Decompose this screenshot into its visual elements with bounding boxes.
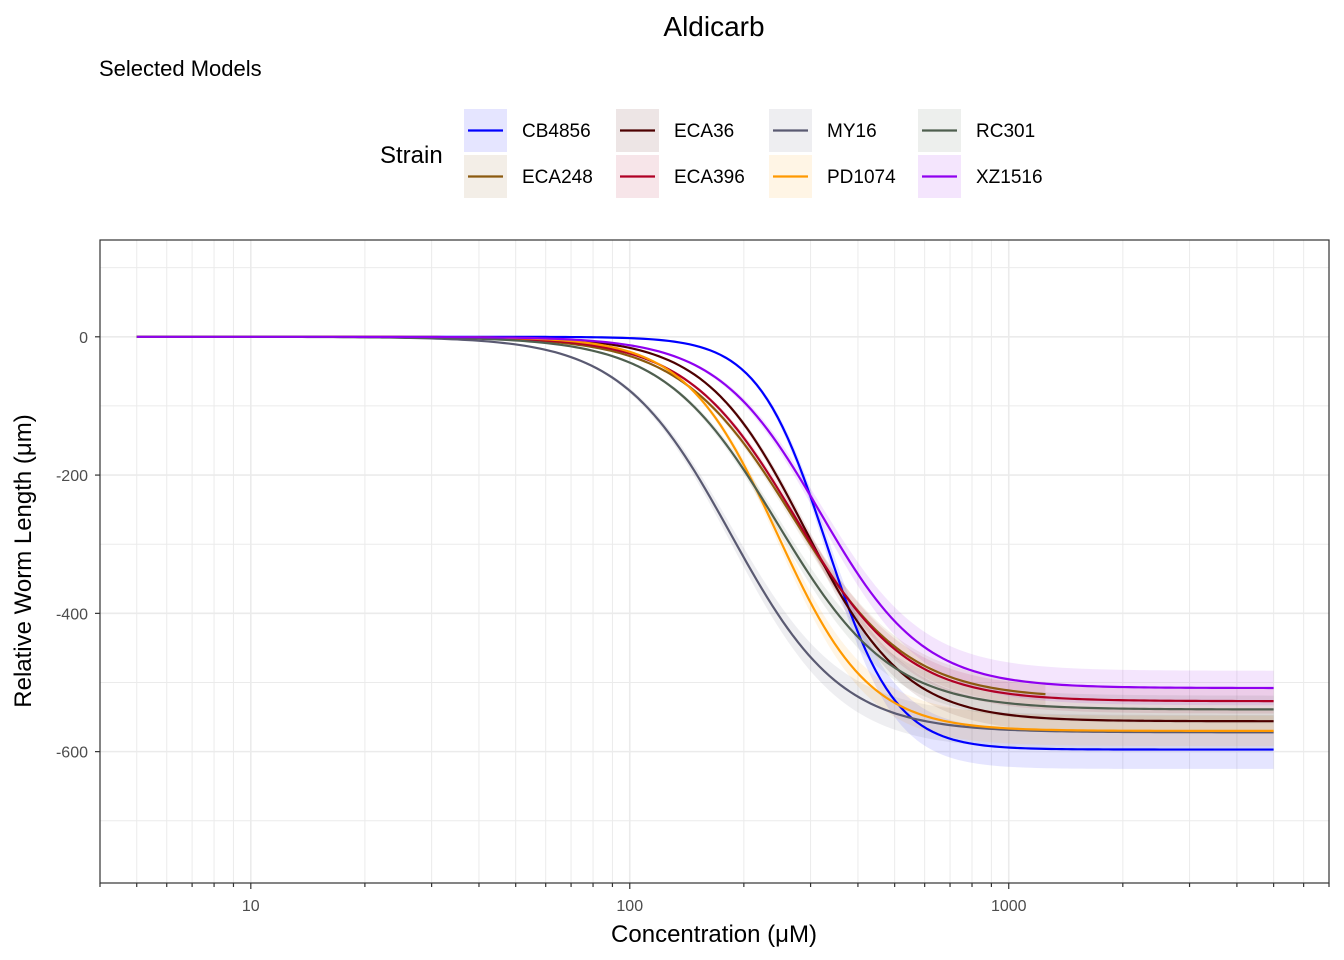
- plot-panel: [99, 239, 1330, 884]
- legend-item-my16: MY16: [769, 109, 877, 152]
- x-tick-label: 10: [242, 898, 260, 915]
- axes: 0 -200 -400 -600 10 100 1000: [56, 330, 1330, 915]
- x-tick-label: 1000: [991, 898, 1027, 915]
- chart-subtitle: Selected Models: [99, 56, 262, 81]
- legend-item-xz1516: XZ1516: [918, 155, 1043, 198]
- legend-item-rc301: RC301: [918, 109, 1035, 152]
- series-lines: [136, 335, 1274, 751]
- legend: Strain CB4856 ECA248 ECA36 ECA396 MY16 PD1074…: [380, 109, 1043, 198]
- legend-item-eca248: ECA248: [464, 155, 593, 198]
- x-tick-label: 100: [616, 898, 643, 915]
- y-tick-label: -600: [56, 745, 88, 762]
- y-tick-label: -400: [56, 606, 88, 623]
- legend-item-eca396: ECA396: [616, 155, 745, 198]
- ribbon-eca248: [136, 336, 1046, 707]
- legend-label: RC301: [976, 121, 1035, 142]
- panel-border: [99, 239, 1330, 884]
- legend-label: ECA36: [674, 121, 734, 142]
- legend-label: PD1074: [827, 167, 896, 188]
- legend-item-eca36: ECA36: [616, 109, 734, 152]
- series-line-xz1516: [136, 335, 1274, 690]
- y-tick-label: -200: [56, 468, 88, 485]
- legend-label: ECA248: [522, 167, 593, 188]
- legend-label: MY16: [827, 121, 877, 142]
- legend-item-cb4856: CB4856: [464, 109, 591, 152]
- legend-label: ECA396: [674, 167, 745, 188]
- legend-item-pd1074: PD1074: [769, 155, 896, 198]
- panel-background: [100, 240, 1329, 883]
- legend-label: CB4856: [522, 121, 591, 142]
- y-axis-title: Relative Worm Length (μm): [10, 414, 37, 707]
- y-tick-label: 0: [79, 330, 88, 347]
- legend-label: XZ1516: [976, 167, 1043, 188]
- confidence-ribbons: [136, 336, 1274, 769]
- grid: [99, 240, 1330, 883]
- chart-title: Aldicarb: [663, 11, 764, 42]
- legend-title: Strain: [380, 142, 443, 169]
- x-axis-title: Concentration (μM): [611, 921, 817, 948]
